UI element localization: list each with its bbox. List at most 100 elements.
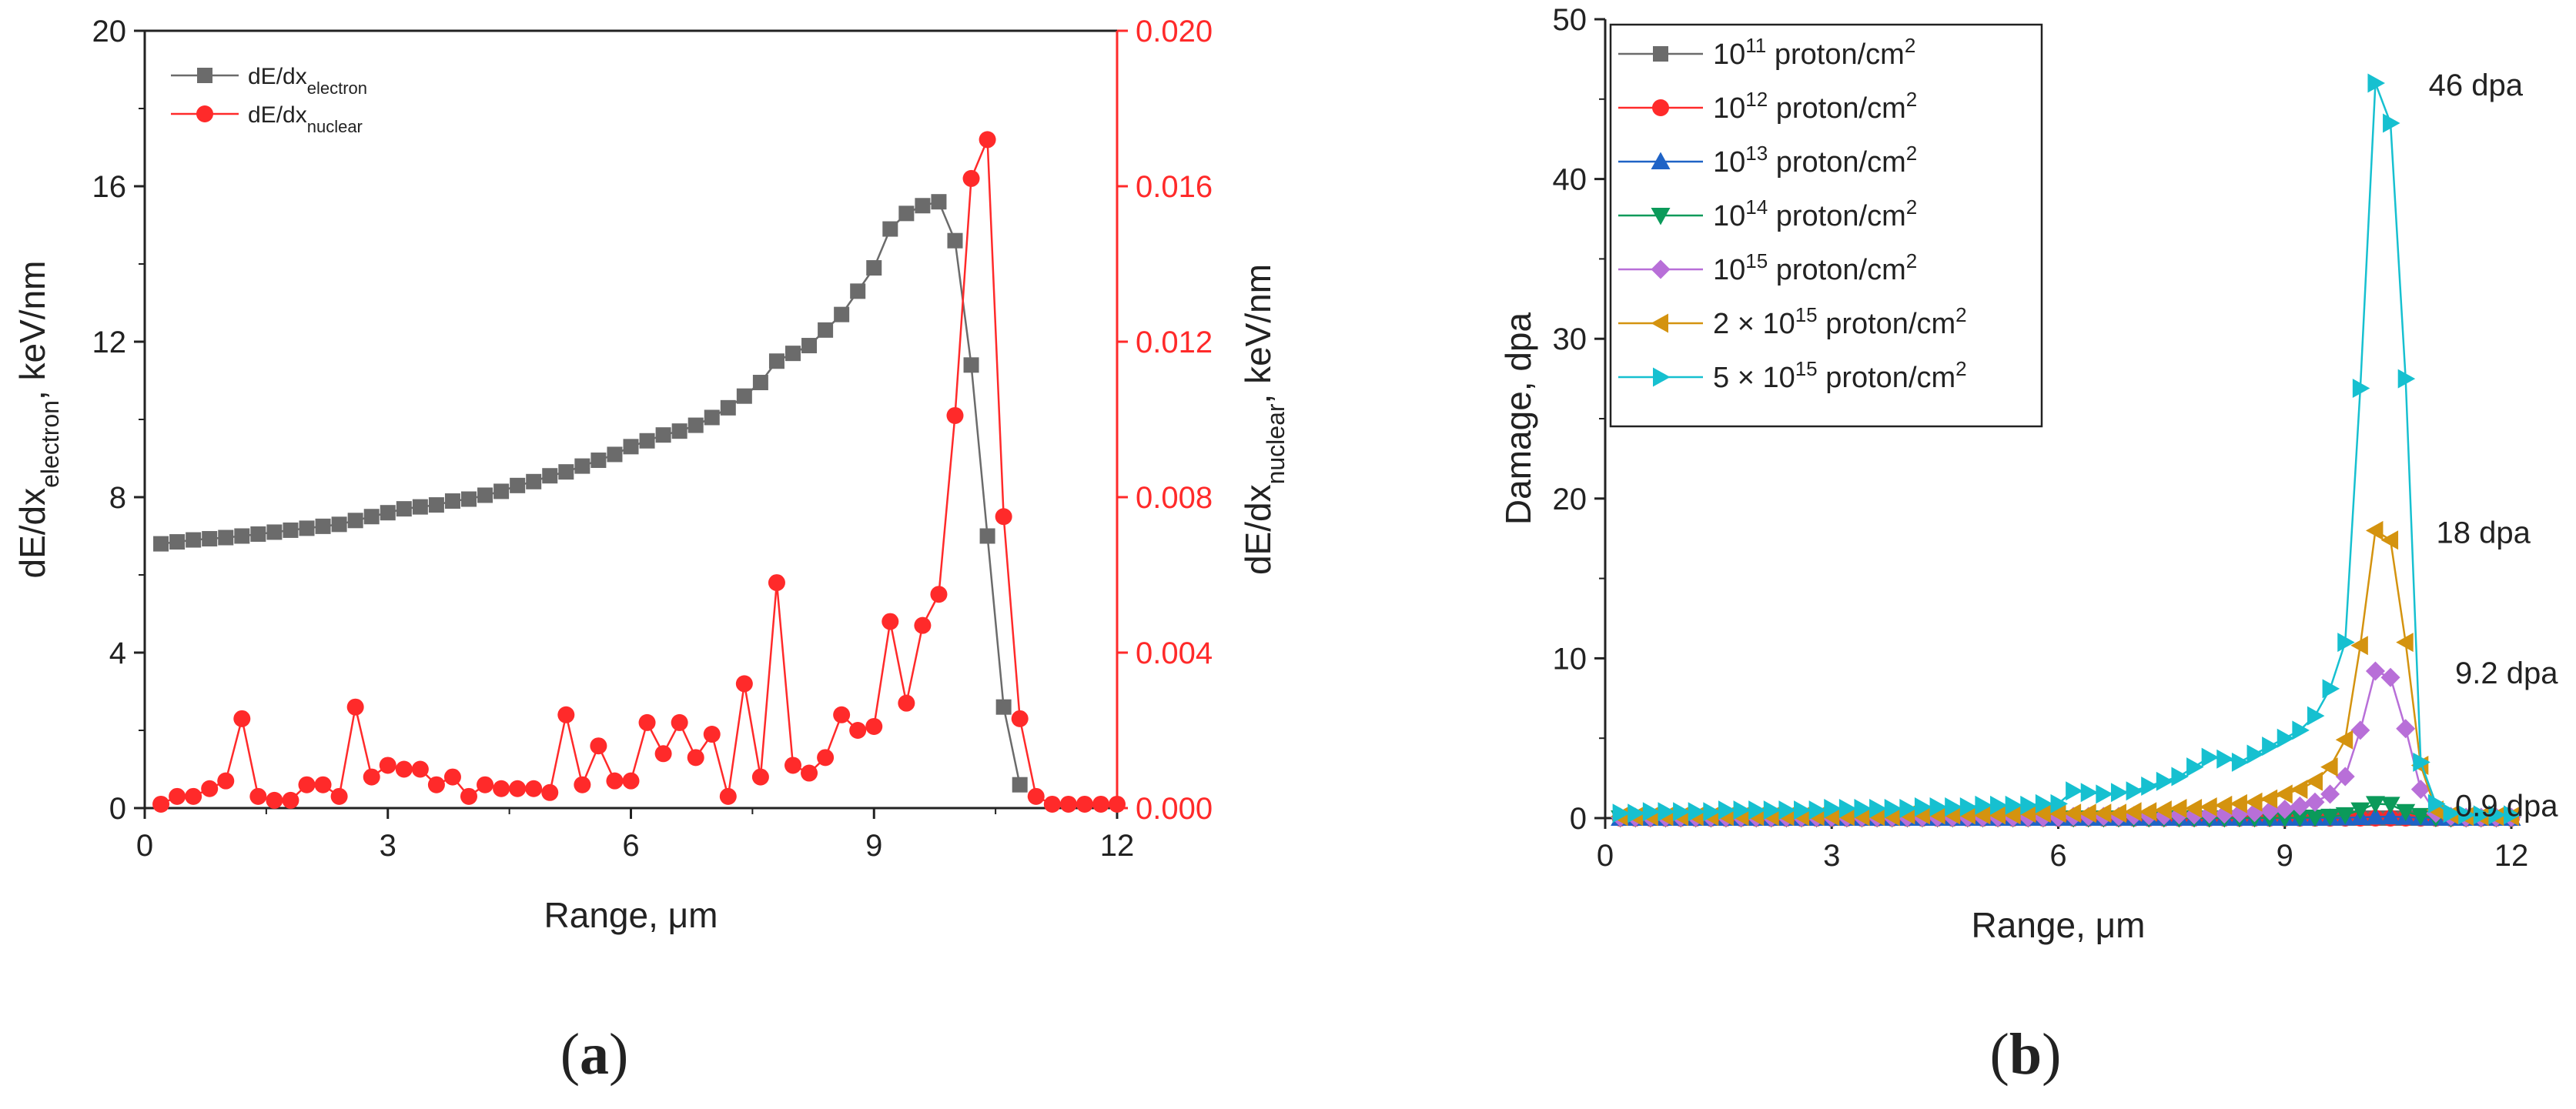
data-point-2 x 10^15 proton/cm^2 xyxy=(1972,805,1991,825)
y-right-tick-label: 0.004 xyxy=(1136,636,1213,670)
data-point-dE/dx_electron xyxy=(526,473,542,489)
data-point-2 x 10^15 proton/cm^2 xyxy=(2033,803,2051,823)
annotation-label: 9.2 dpa xyxy=(2455,656,2558,690)
legend-post: proton/cm xyxy=(1818,362,1956,394)
data-point-5 x 10^15 proton/cm^2 xyxy=(2066,781,2083,801)
legend-exp2: 2 xyxy=(1906,249,1917,272)
data-point-dE/dx_electron xyxy=(493,483,510,499)
annotation-label: 18 dpa xyxy=(2436,516,2531,549)
y-left-title-base: dE/dx xyxy=(12,488,52,579)
data-point-5 x 10^15 proton/cm^2 xyxy=(1794,800,1812,820)
data-point-5 x 10^15 proton/cm^2 xyxy=(2307,706,2325,726)
data-point-dE/dx_nuclear xyxy=(995,508,1012,526)
y-left-tick-label: 16 xyxy=(92,170,127,204)
data-point-10^15 proton/cm^2 xyxy=(2320,784,2340,804)
data-point-dE/dx_nuclear xyxy=(719,787,737,805)
legend-exp: 13 xyxy=(1745,142,1768,165)
data-point-5 x 10^15 proton/cm^2 xyxy=(1748,800,1766,820)
panel-label-open: ( xyxy=(560,1022,580,1087)
data-point-dE/dx_electron xyxy=(380,505,396,521)
data-point-dE/dx_electron xyxy=(687,417,704,433)
series-line-dE/dx_nuclear xyxy=(160,139,1117,806)
data-point-2 x 10^15 proton/cm^2 xyxy=(2290,780,2308,800)
data-point-2 x 10^15 proton/cm^2 xyxy=(2230,793,2247,813)
data-point-dE/dx_electron xyxy=(801,338,818,354)
legend-a: dE/dxelectron dE/dxnuclear xyxy=(171,64,367,136)
data-point-5 x 10^15 proton/cm^2 xyxy=(1642,802,1661,822)
data-point-5 x 10^15 proton/cm^2 xyxy=(1914,797,1932,817)
legend-label-b: 5 × 1015 proton/cm2 xyxy=(1713,357,1967,394)
data-point-2 x 10^15 proton/cm^2 xyxy=(2305,771,2323,791)
data-point-dE/dx_electron xyxy=(331,516,347,533)
data-point-5 x 10^15 proton/cm^2 xyxy=(2277,728,2295,748)
data-point-5 x 10^15 proton/cm^2 xyxy=(2488,805,2506,825)
legend-label-b: 1015 proton/cm2 xyxy=(1713,249,1917,286)
data-point-10^14 proton/cm^2 xyxy=(2290,810,2310,827)
data-point-2 x 10^15 proton/cm^2 xyxy=(2003,805,2021,825)
data-point-5 x 10^15 proton/cm^2 xyxy=(2080,783,2099,803)
data-point-2 x 10^15 proton/cm^2 xyxy=(2260,789,2278,809)
legend-label-sub: electron xyxy=(307,78,367,98)
data-point-dE/dx_electron xyxy=(315,518,331,534)
y-left-title-sub: electron xyxy=(36,400,64,488)
legend-label-b: 1011 proton/cm2 xyxy=(1713,34,1915,71)
data-point-dE/dx_nuclear xyxy=(460,787,477,805)
data-point-dE/dx_nuclear xyxy=(638,713,656,731)
y-tick-label-b: 50 xyxy=(1553,3,1587,37)
data-point-5 x 10^15 proton/cm^2 xyxy=(2352,379,2370,399)
data-point-2 x 10^15 proton/cm^2 xyxy=(2049,803,2066,823)
data-point-dE/dx_electron xyxy=(704,409,720,426)
x-tick-label: 12 xyxy=(1100,829,1135,863)
data-point-dE/dx_nuclear xyxy=(914,616,932,634)
x-tick-label: 9 xyxy=(865,829,882,863)
data-point-dE/dx_nuclear xyxy=(152,795,170,813)
legend-marker-b xyxy=(1651,259,1671,279)
data-point-dE/dx_electron xyxy=(655,427,671,443)
legend-label: dE/dxelectron xyxy=(248,64,367,98)
data-point-dE/dx_electron xyxy=(882,221,898,237)
legend-exp2: 2 xyxy=(1955,303,1966,326)
plot-frame-a xyxy=(143,29,1119,810)
data-point-2 x 10^15 proton/cm^2 xyxy=(2169,799,2187,819)
x-tick-label-b: 3 xyxy=(1823,839,1840,873)
data-point-dE/dx_nuclear xyxy=(1027,787,1045,805)
data-point-dE/dx_nuclear xyxy=(654,745,672,763)
legend-marker xyxy=(196,105,213,122)
legend-label: dE/dxnuclear xyxy=(248,102,363,136)
data-point-2 x 10^15 proton/cm^2 xyxy=(2200,797,2217,817)
data-point-dE/dx_electron xyxy=(234,528,250,544)
data-point-5 x 10^15 proton/cm^2 xyxy=(1929,797,1948,817)
y-left-title-unit: , keV/nm xyxy=(12,261,52,401)
panel-label-b: (b) xyxy=(1990,1022,2062,1087)
data-point-5 x 10^15 proton/cm^2 xyxy=(2246,744,2265,764)
data-point-5 x 10^15 proton/cm^2 xyxy=(2231,752,2250,772)
data-point-dE/dx_nuclear xyxy=(233,710,251,727)
data-point-5 x 10^15 proton/cm^2 xyxy=(2156,771,2174,791)
annotation-label: 46 dpa xyxy=(2429,68,2524,102)
legend-exp: 14 xyxy=(1745,195,1768,219)
data-point-2 x 10^15 proton/cm^2 xyxy=(2184,799,2203,819)
legend-label-sub: nuclear xyxy=(307,117,363,136)
data-point-dE/dx_nuclear xyxy=(785,757,801,774)
legend-exp: 12 xyxy=(1745,88,1768,111)
data-point-dE/dx_nuclear xyxy=(882,613,899,630)
data-point-2 x 10^15 proton/cm^2 xyxy=(2214,795,2233,815)
x-tick-label: 0 xyxy=(136,829,153,863)
data-point-dE/dx_electron xyxy=(412,499,428,515)
legend-marker-b xyxy=(1652,99,1669,116)
data-point-5 x 10^15 proton/cm^2 xyxy=(2458,805,2476,825)
data-point-dE/dx_electron xyxy=(169,534,186,550)
data-point-dE/dx_nuclear xyxy=(801,764,818,782)
legend-exp: 15 xyxy=(1795,357,1818,380)
y-axis-title-b: Damage, dpa xyxy=(1498,312,1538,525)
series-line-dE/dx_electron xyxy=(160,200,1021,785)
data-point-dE/dx_nuclear xyxy=(962,169,980,187)
data-point-dE/dx_electron xyxy=(834,306,850,322)
data-point-5 x 10^15 proton/cm^2 xyxy=(1658,802,1675,822)
data-point-dE/dx_nuclear xyxy=(606,772,624,790)
data-point-dE/dx_nuclear xyxy=(1011,710,1029,727)
data-point-dE/dx_electron xyxy=(218,529,234,546)
data-point-5 x 10^15 proton/cm^2 xyxy=(2337,633,2355,653)
data-point-dE/dx_nuclear xyxy=(314,776,332,793)
data-point-5 x 10^15 proton/cm^2 xyxy=(2413,752,2430,772)
